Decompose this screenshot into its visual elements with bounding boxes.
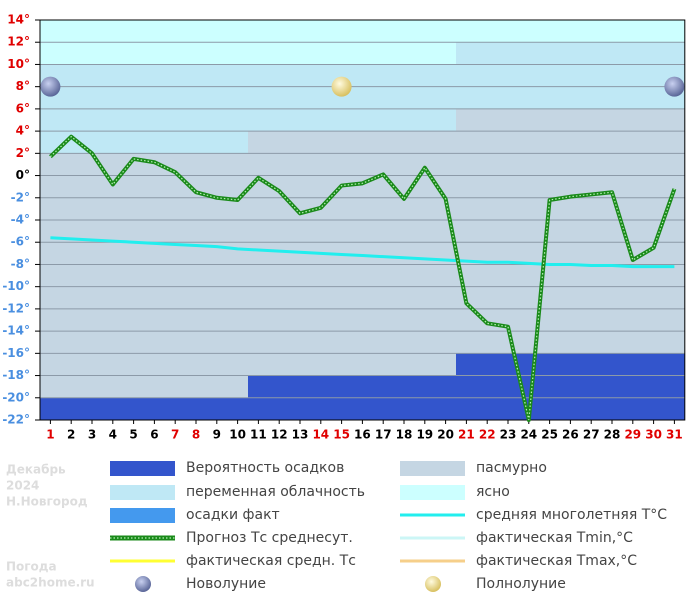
x-tick-label: 20 bbox=[437, 428, 454, 442]
x-tick-label: 9 bbox=[213, 428, 221, 442]
x-tick-label: 13 bbox=[292, 428, 309, 442]
y-tick-label: 8° bbox=[16, 79, 30, 93]
moon bbox=[664, 76, 685, 97]
legend-label: фактическая Tmax,°C bbox=[476, 553, 637, 569]
y-tick-label: 10° bbox=[7, 57, 30, 71]
month: Декабрь bbox=[6, 463, 66, 477]
x-tick-label: 29 bbox=[624, 428, 641, 442]
y-tick-label: -20° bbox=[2, 390, 30, 404]
legend-label: Новолуние bbox=[186, 576, 266, 592]
x-tick-label: 21 bbox=[458, 428, 475, 442]
legend-swatch bbox=[110, 485, 175, 500]
y-tick-label: -4° bbox=[11, 213, 30, 227]
zone bbox=[456, 42, 685, 109]
x-tick-label: 31 bbox=[666, 428, 683, 442]
x-tick-label: 30 bbox=[645, 428, 662, 442]
x-tick-label: 1 bbox=[46, 428, 54, 442]
x-tick-label: 25 bbox=[541, 428, 558, 442]
site-url: abc2home.ru bbox=[6, 576, 95, 590]
legend-label: ясно bbox=[476, 484, 510, 500]
y-tick-label: 12° bbox=[7, 35, 30, 49]
legend-swatch bbox=[400, 485, 465, 500]
x-tick-label: 17 bbox=[375, 428, 392, 442]
x-tick-label: 19 bbox=[416, 428, 433, 442]
legend-swatch bbox=[425, 576, 441, 592]
x-tick-label: 5 bbox=[129, 428, 137, 442]
x-tick-label: 24 bbox=[520, 428, 537, 442]
legend-label: фактическая средн. Тс bbox=[186, 553, 356, 569]
x-tick-label: 12 bbox=[271, 428, 288, 442]
x-tick-label: 11 bbox=[250, 428, 267, 442]
x-tick-label: 3 bbox=[88, 428, 96, 442]
y-tick-label: 6° bbox=[16, 101, 30, 115]
x-tick-label: 8 bbox=[192, 428, 200, 442]
y-tick-label: -18° bbox=[2, 368, 30, 382]
legend-label: пасмурно bbox=[476, 460, 547, 476]
x-tick-label: 14 bbox=[312, 428, 329, 442]
x-tick-label: 18 bbox=[396, 428, 413, 442]
x-tick-label: 15 bbox=[333, 428, 350, 442]
y-tick-label: -12° bbox=[2, 301, 30, 315]
y-tick-label: 0° bbox=[16, 168, 30, 182]
legend-label: осадки факт bbox=[186, 507, 280, 523]
x-tick-label: 26 bbox=[562, 428, 579, 442]
legend-label: переменная облачность bbox=[186, 484, 365, 500]
y-tick-label: -10° bbox=[2, 279, 30, 293]
zone bbox=[40, 153, 248, 398]
legend-swatch bbox=[135, 576, 151, 592]
y-tick-label: -6° bbox=[11, 235, 30, 249]
x-tick-label: 28 bbox=[604, 428, 621, 442]
moon bbox=[331, 76, 352, 97]
year: 2024 bbox=[6, 479, 39, 493]
y-tick-label: -22° bbox=[2, 413, 30, 427]
legend-swatch bbox=[110, 461, 175, 476]
y-tick-label: -16° bbox=[2, 346, 30, 360]
y-tick-label: 4° bbox=[16, 124, 30, 138]
y-tick-label: -2° bbox=[11, 190, 30, 204]
y-tick-label: -14° bbox=[2, 324, 30, 338]
zone bbox=[456, 353, 685, 420]
legend-label: Вероятность осадков bbox=[186, 460, 344, 476]
legend-swatch bbox=[110, 508, 175, 523]
moon bbox=[40, 76, 61, 97]
normal-line bbox=[50, 236, 675, 269]
legend-label: Полнолуние bbox=[476, 576, 566, 592]
x-tick-label: 22 bbox=[479, 428, 496, 442]
forecast-line-dots bbox=[49, 135, 675, 421]
city: Н.Новгород bbox=[6, 495, 88, 509]
legend-label: Прогноз Тс среднесут. bbox=[186, 530, 353, 546]
legend-swatch bbox=[400, 461, 465, 476]
x-tick-label: 23 bbox=[500, 428, 517, 442]
y-tick-label: -8° bbox=[11, 257, 30, 271]
x-tick-label: 6 bbox=[150, 428, 158, 442]
y-tick-label: 14° bbox=[7, 13, 30, 27]
zone bbox=[456, 20, 685, 43]
x-tick-label: 4 bbox=[109, 428, 117, 442]
zone bbox=[248, 64, 456, 132]
x-tick-label: 2 bbox=[67, 428, 75, 442]
x-tick-label: 27 bbox=[583, 428, 600, 442]
zone bbox=[456, 108, 685, 354]
zone bbox=[40, 397, 248, 420]
legend-label: средняя многолетняя T°C bbox=[476, 507, 667, 523]
y-tick-label: 2° bbox=[16, 146, 30, 160]
site-title: Погода bbox=[6, 560, 57, 574]
x-tick-label: 16 bbox=[354, 428, 371, 442]
x-tick-label: 10 bbox=[229, 428, 246, 442]
legend-label: фактическая Tmin,°C bbox=[476, 530, 633, 546]
x-tick-label: 7 bbox=[171, 428, 179, 442]
